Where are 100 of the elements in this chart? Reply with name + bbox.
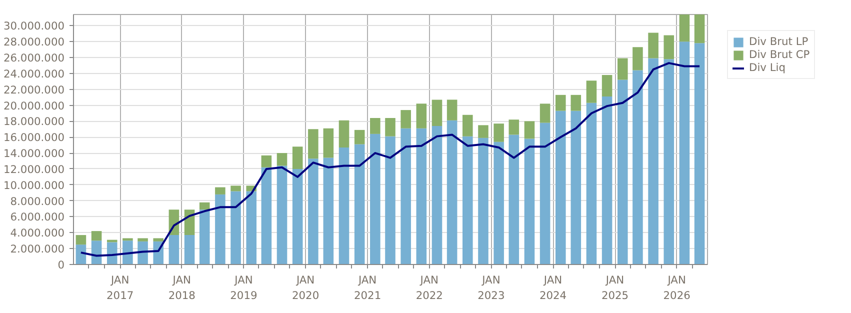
bar bbox=[432, 100, 442, 126]
bar bbox=[323, 158, 334, 264]
bar bbox=[323, 128, 334, 158]
bar bbox=[385, 136, 396, 264]
bar bbox=[446, 120, 458, 264]
y-tick-label: 12.000.000 bbox=[3, 162, 65, 176]
bar bbox=[308, 158, 318, 264]
y-tick-label: 30.000.000 bbox=[3, 20, 65, 33]
bar bbox=[508, 120, 520, 135]
bar bbox=[617, 80, 628, 264]
bar bbox=[138, 241, 148, 264]
y-tick-label: 6.000.000 bbox=[10, 210, 65, 224]
bar bbox=[524, 138, 535, 264]
x-tick-label: JAN 2017 bbox=[106, 274, 134, 302]
x-tick-label: JAN 2021 bbox=[354, 274, 382, 302]
bar bbox=[246, 191, 256, 264]
bar bbox=[524, 121, 535, 139]
y-tick-label: 24.000.000 bbox=[3, 67, 65, 80]
bar bbox=[122, 240, 133, 264]
bar bbox=[586, 102, 597, 264]
bar bbox=[354, 144, 365, 264]
bar bbox=[432, 126, 442, 264]
bar bbox=[648, 32, 658, 58]
x-tick-label: JAN 2025 bbox=[601, 274, 629, 302]
bar bbox=[632, 47, 643, 70]
bar bbox=[508, 134, 520, 264]
bar bbox=[230, 186, 241, 192]
bar bbox=[694, 43, 705, 264]
y-tick-label: 10.000.000 bbox=[3, 178, 65, 192]
bar bbox=[261, 155, 272, 168]
bar bbox=[76, 235, 86, 245]
bar bbox=[199, 210, 210, 264]
bar bbox=[106, 242, 118, 264]
y-tick-label: 14.000.000 bbox=[3, 147, 65, 160]
x-tick-label: JAN 2018 bbox=[168, 274, 196, 302]
x-tick-label: JAN 2023 bbox=[478, 274, 505, 302]
x-tick-label: JAN 2020 bbox=[292, 274, 320, 302]
bar bbox=[138, 238, 148, 242]
y-tick-label: 8.000.000 bbox=[10, 194, 65, 208]
bar bbox=[153, 238, 164, 242]
bar bbox=[230, 191, 241, 264]
y-tick-label: 4.000.000 bbox=[10, 226, 65, 240]
bar bbox=[292, 146, 303, 169]
bar bbox=[462, 136, 473, 264]
bar bbox=[416, 128, 427, 264]
bar bbox=[570, 110, 582, 264]
bar bbox=[338, 120, 350, 148]
bar bbox=[570, 94, 582, 111]
bar bbox=[540, 122, 550, 264]
bar bbox=[478, 125, 488, 138]
y-tick-label: 2.000.000 bbox=[10, 242, 65, 256]
bar bbox=[648, 58, 658, 264]
bar bbox=[168, 235, 180, 264]
bar bbox=[494, 142, 504, 264]
x-tick-label: JAN 2019 bbox=[230, 274, 258, 302]
legend-label: Div Liq bbox=[749, 61, 786, 74]
bar bbox=[184, 235, 195, 264]
y-tick-label: 26.000.000 bbox=[3, 51, 65, 64]
bar bbox=[602, 75, 612, 97]
bar bbox=[586, 80, 597, 103]
bar bbox=[694, 14, 705, 44]
x-tick-label: JAN 2026 bbox=[663, 274, 691, 302]
bar bbox=[462, 114, 473, 136]
y-tick-label: 0 bbox=[58, 258, 65, 272]
x-tick-label: JAN 2022 bbox=[416, 274, 443, 302]
bar bbox=[556, 110, 566, 264]
bar bbox=[478, 138, 488, 264]
y-tick-label: 20.000.000 bbox=[3, 99, 65, 112]
bar bbox=[556, 94, 566, 111]
bar bbox=[416, 104, 427, 128]
bar bbox=[617, 58, 628, 80]
bar bbox=[400, 128, 411, 264]
bar bbox=[215, 187, 226, 194]
bar bbox=[370, 134, 380, 264]
y-tick-label: 28.000.000 bbox=[3, 36, 65, 49]
legend-label: Div Brut LP bbox=[749, 35, 808, 48]
y-tick-label: 22.000.000 bbox=[3, 83, 65, 96]
bar bbox=[602, 96, 612, 264]
bar bbox=[679, 14, 690, 42]
bar bbox=[91, 231, 102, 241]
line-series bbox=[80, 62, 701, 257]
bar bbox=[385, 118, 396, 136]
bar bbox=[632, 70, 643, 264]
bar bbox=[292, 168, 303, 264]
bar bbox=[494, 124, 504, 142]
bar bbox=[664, 35, 674, 60]
bar bbox=[199, 202, 210, 210]
bar bbox=[308, 129, 318, 159]
y-tick-label: 18.000.000 bbox=[3, 115, 65, 128]
bar bbox=[679, 42, 690, 264]
bar bbox=[400, 110, 411, 128]
bar bbox=[338, 147, 350, 264]
bar bbox=[446, 100, 458, 120]
x-tick-label: JAN 2024 bbox=[539, 274, 567, 302]
bar bbox=[76, 244, 86, 264]
bar bbox=[276, 166, 288, 264]
bar bbox=[276, 153, 288, 166]
bar bbox=[664, 59, 674, 264]
bar bbox=[215, 194, 226, 264]
bar bbox=[540, 104, 550, 123]
